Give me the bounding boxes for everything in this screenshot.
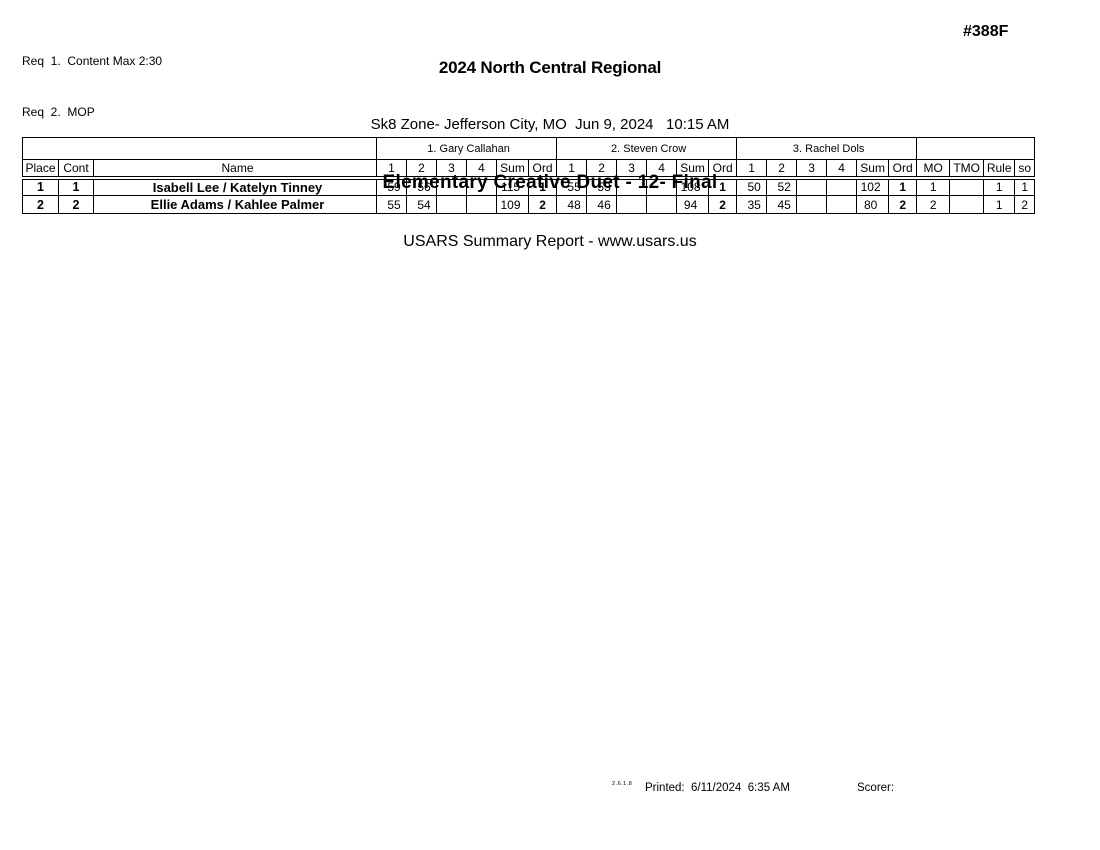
cell-j1-score1: 59 [376,177,408,196]
cell-j1-score3 [436,195,468,214]
header-mo: MO [916,159,951,180]
requirements-block: Req 1. Content Max 2:30 Req 2. MOP [22,19,162,155]
header-j3-4: 4 [826,159,858,180]
header-j3-3: 3 [796,159,828,180]
header-j1-sum: Sum [496,159,530,180]
judge-3-name: 3. Rachel Dols [736,137,918,160]
report-type-line: USARS Summary Report - www.usars.us [403,233,697,250]
cell-j2-score3 [616,177,648,196]
event-number: #388F [963,23,1009,40]
cell-place: 1 [22,177,59,196]
cell-j2-score3 [616,195,648,214]
header-place: Place [22,159,59,180]
header-j1-2: 2 [406,159,438,180]
cell-place: 2 [22,195,59,214]
scorer-label: Scorer: [857,782,895,794]
venue-date-line: Sk8 Zone- Jefferson City, MO Jun 9, 2024… [370,116,730,133]
cell-rule: 1 [983,195,1016,214]
cell-j3-ord: 1 [888,177,918,196]
cell-rule: 1 [983,177,1016,196]
cell-j1-score1: 55 [376,195,408,214]
cell-mo: 2 [916,195,951,214]
header-name: Name [92,159,378,180]
results-table: 1. Gary Callahan 2. Steven Crow 3. Rache… [21,137,1036,214]
header-j3-sum: Sum [856,159,890,180]
cell-so: 2 [1014,195,1036,214]
cell-j3-score2: 45 [766,195,798,214]
cell-j3-ord: 2 [888,195,918,214]
header-j3-2: 2 [766,159,798,180]
header-j1-ord: Ord [528,159,558,180]
req-line-1: Req 1. Content Max 2:30 [22,54,163,68]
printed-timestamp: Printed: 6/11/2024 6:35 AM [645,782,790,794]
judge-names-row: 1. Gary Callahan 2. Steven Crow 3. Rache… [21,137,1036,160]
cell-j3-score3 [796,195,828,214]
cell-j1-ord: 2 [528,195,558,214]
cell-j1-sum: 115 [496,177,530,196]
cell-j1-score4 [466,177,498,196]
req-line-2: Req 2. MOP [22,105,95,119]
header-j2-4: 4 [646,159,678,180]
cell-j3-score1: 35 [736,195,768,214]
header-so: so [1014,159,1036,180]
cell-skater-names: Ellie Adams / Kahlee Palmer [92,195,378,214]
result-row-2: 2 2 Ellie Adams / Kahlee Palmer 55 54 10… [22,195,1036,214]
cell-j1-score4 [466,195,498,214]
cell-mo: 1 [916,177,951,196]
header-j3-1: 1 [736,159,768,180]
cell-j3-score4 [826,177,858,196]
cell-j2-ord: 2 [708,195,738,214]
judge-row-left-spacer [21,137,378,160]
cell-j3-sum: 80 [856,195,890,214]
header-j2-1: 1 [556,159,588,180]
cell-j3-score2: 52 [766,177,798,196]
header-cont: Cont [58,159,94,180]
cell-skater-names: Isabell Lee / Katelyn Tinney [92,177,378,196]
cell-cont: 2 [58,195,94,214]
header-j2-3: 3 [616,159,648,180]
cell-tmo [949,177,985,196]
cell-so: 1 [1014,177,1036,196]
cell-j2-sum: 108 [676,177,710,196]
cell-tmo [949,195,985,214]
header-j1-4: 4 [466,159,498,180]
cell-j2-sum: 94 [676,195,710,214]
cell-j2-score4 [646,195,678,214]
header-j1-1: 1 [376,159,408,180]
cell-j2-score2: 46 [586,195,618,214]
judge-row-right-spacer [916,137,1036,160]
cell-j1-score3 [436,177,468,196]
cell-j1-score2: 56 [406,177,438,196]
header-j2-ord: Ord [708,159,738,180]
cell-j2-score2: 53 [586,177,618,196]
result-row-1: 1 1 Isabell Lee / Katelyn Tinney 59 56 1… [22,177,1036,196]
cell-cont: 1 [58,177,94,196]
header-j1-3: 3 [436,159,468,180]
header-j2-2: 2 [586,159,618,180]
cell-j3-score1: 50 [736,177,768,196]
cell-j1-sum: 109 [496,195,530,214]
competition-title: 2024 North Central Regional [438,58,662,77]
cell-j3-score4 [826,195,858,214]
judge-1-name: 1. Gary Callahan [376,137,558,160]
cell-j2-score1: 55 [556,177,588,196]
header-j3-ord: Ord [888,159,918,180]
software-version: 2.6.1.8 [612,781,633,787]
judge-2-name: 2. Steven Crow [556,137,738,160]
column-header-row: Place Cont Name 1 2 3 4 Sum Ord 1 2 3 4 … [22,159,1036,180]
cell-j1-ord: 1 [528,177,558,196]
cell-j3-sum: 102 [856,177,890,196]
header-tmo: TMO [949,159,985,180]
cell-j2-score1: 48 [556,195,588,214]
cell-j1-score2: 54 [406,195,438,214]
cell-j3-score3 [796,177,828,196]
header-rule: Rule [983,159,1016,180]
cell-j2-ord: 1 [708,177,738,196]
header-j2-sum: Sum [676,159,710,180]
cell-j2-score4 [646,177,678,196]
